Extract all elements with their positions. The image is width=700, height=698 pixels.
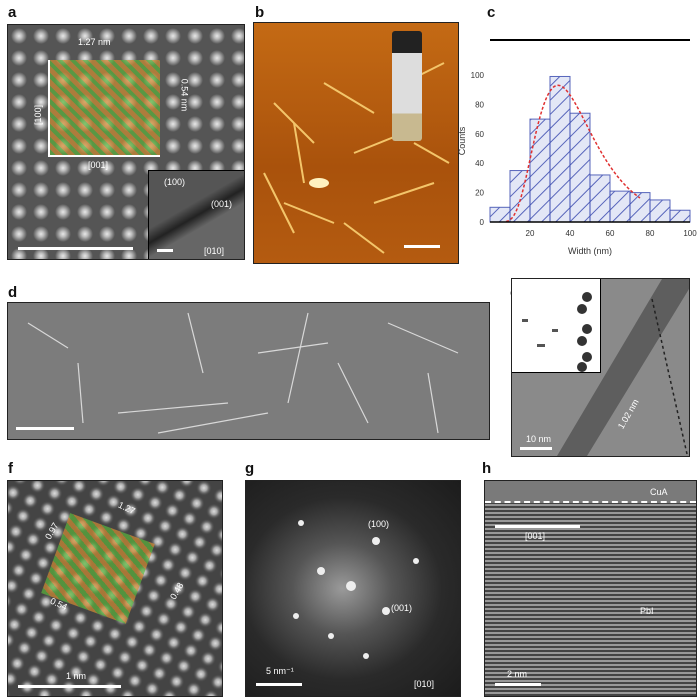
panel-label-h: h	[482, 460, 492, 477]
direction-label: [001]	[525, 531, 546, 541]
region-label: PbI	[640, 606, 654, 616]
spot-label: (100)	[164, 177, 186, 187]
afm-image-b	[253, 22, 459, 264]
y-axis-label: Counts	[457, 126, 467, 155]
haadf-image-a: 1.27 nm 0.54 nm [100] [001] (100) (001) …	[7, 24, 245, 260]
y-tick-label: 20	[475, 189, 484, 198]
panel-label-a: a	[8, 4, 17, 21]
spot-label: (001)	[391, 603, 413, 613]
hrtem-image-h: CuA [001] PbI 2 nm	[484, 480, 697, 697]
panel-label-c: c	[487, 4, 496, 21]
axis-label: [100]	[33, 104, 44, 126]
direction-arrow	[495, 525, 580, 528]
scale-bar	[256, 683, 302, 686]
y-tick-label: 60	[475, 130, 484, 139]
scale-bar	[520, 447, 552, 450]
x-tick-label: 40	[566, 229, 575, 238]
layer-label: CuA	[650, 487, 668, 497]
axis-label: [001]	[88, 160, 109, 170]
histogram-bar	[509, 170, 531, 223]
amorphous-layer	[485, 481, 696, 503]
fft-image-g: (100) (001) 5 nm⁻¹ [010]	[245, 480, 461, 697]
histogram-bar	[529, 118, 551, 223]
scale-bar	[157, 249, 173, 252]
histogram-bar	[549, 75, 571, 223]
vial-photo-inset	[392, 31, 422, 141]
dimension-label: 0.54 nm	[179, 78, 190, 112]
width-histogram: 0 20 40 60 80 100 20 40 60 80 100 Width (nm) Counts	[457, 39, 697, 256]
haadf-image-f: 0.97 1.27 0.54 0.48 1 nm	[7, 480, 223, 697]
molecular-structure-inset	[512, 279, 601, 373]
diffraction-spots	[293, 520, 419, 659]
histogram-bar	[569, 112, 591, 223]
nanowires	[27, 312, 459, 434]
histogram-bar	[609, 190, 631, 223]
zone-axis-label: [010]	[414, 679, 435, 689]
spot-label: (001)	[211, 199, 233, 209]
panel-label-b: b	[255, 4, 265, 21]
scale-bar	[495, 683, 541, 686]
y-tick-label: 0	[480, 218, 485, 227]
panel-label-g: g	[245, 460, 255, 477]
fit-curve	[505, 84, 641, 223]
panel-label-d: d	[8, 284, 18, 301]
nanowires	[263, 62, 450, 254]
spot-label: (100)	[368, 519, 390, 529]
x-tick-label: 20	[526, 229, 535, 238]
histogram-bar	[649, 199, 671, 223]
y-tick-label: 100	[471, 71, 485, 80]
fft-inset: (100) (001) [010]	[148, 170, 244, 259]
x-tick-label: 60	[606, 229, 615, 238]
crystal-structure-overlay	[48, 60, 160, 157]
sem-image-d	[7, 302, 490, 440]
scale-label: 2 nm	[507, 669, 528, 679]
x-tick-label: 100	[683, 229, 697, 238]
scale-label: 1 nm	[66, 671, 87, 681]
scale-bar	[18, 247, 133, 250]
histogram-bar	[629, 192, 651, 223]
tem-image-e: 1.02 nm 10 nm	[511, 278, 690, 457]
scale-label: 10 nm	[526, 434, 552, 444]
x-axis-label: Width (nm)	[568, 246, 612, 256]
dimension-label: 1.27 nm	[78, 37, 111, 47]
histogram-bar	[589, 174, 611, 223]
nanowire	[557, 279, 689, 456]
scale-bar	[404, 245, 440, 248]
y-tick-label: 40	[475, 159, 484, 168]
scale-bar	[18, 685, 121, 688]
y-tick-label: 80	[475, 100, 484, 109]
x-tick-label: 80	[646, 229, 655, 238]
scale-bar	[16, 427, 74, 430]
zone-axis-label: [010]	[204, 246, 225, 256]
histogram-bar	[489, 206, 511, 223]
scale-label: 5 nm⁻¹	[266, 666, 294, 676]
panel-label-f: f	[8, 460, 13, 477]
histogram-bar	[669, 209, 691, 223]
